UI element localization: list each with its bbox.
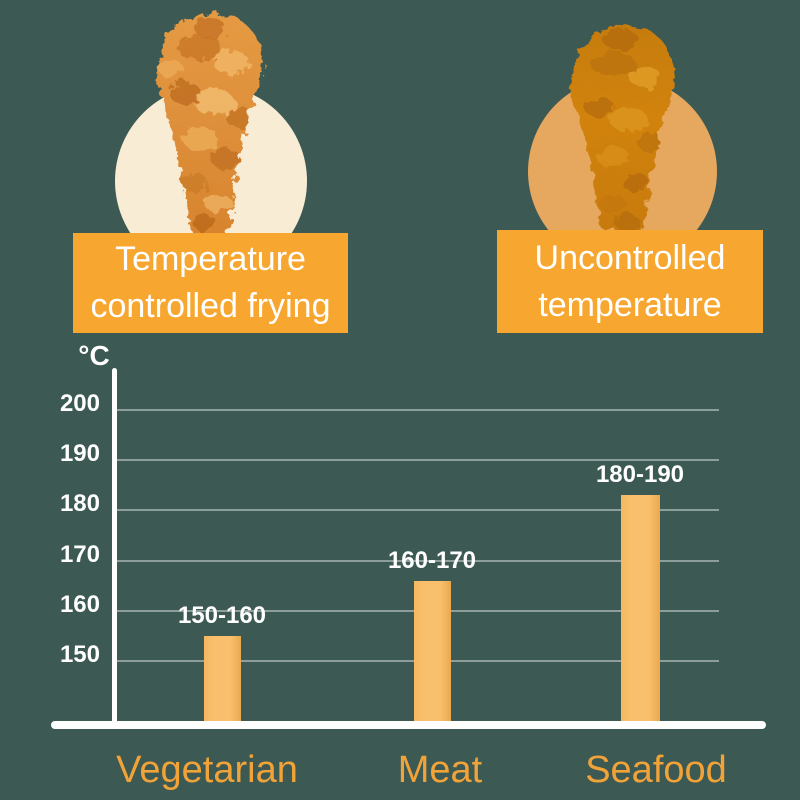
category-label-seafood: Seafood [585,749,727,791]
left-caption-line1: Temperature [115,240,306,278]
left-caption-box: Temperature controlled frying [73,233,348,333]
category-label-meat: Meat [397,749,483,791]
y-tick-label-190: 190 [59,440,100,468]
gridline-170 [117,559,719,562]
y-tick-label-160: 160 [59,590,100,618]
y-tick-label-170: 170 [59,540,100,568]
gridline-180 [117,509,719,512]
bar-value-label-seafood: 180-190 [595,461,685,489]
fried-drumstick-controlled-image [157,13,262,234]
y-axis-unit-label: °C [78,340,110,371]
left-caption-line2: controlled frying [90,287,331,325]
y-tick-label-150: 150 [59,641,100,668]
x-axis-line [51,721,766,729]
right-caption-line1: Uncontrolled [534,238,726,277]
bar-vegetarian [203,635,241,722]
bar-meat [413,580,451,722]
category-label-vegetarian: Vegetarian [116,749,298,791]
bar-value-label-vegetarian: 150-160 [177,601,267,629]
right-caption-line2: temperature [538,285,722,324]
gridline-190 [117,459,719,462]
y-tick-label-200: 200 [59,390,100,417]
bar-seafood [620,495,660,722]
y-axis-line [112,368,117,729]
y-tick-label-180: 180 [59,490,100,518]
gridline-200 [117,409,719,411]
bar-value-label-meat: 160-170 [387,546,477,574]
fried-drumstick-uncontrolled-image [571,26,674,230]
right-caption-box: Uncontrolled temperature [497,230,763,333]
